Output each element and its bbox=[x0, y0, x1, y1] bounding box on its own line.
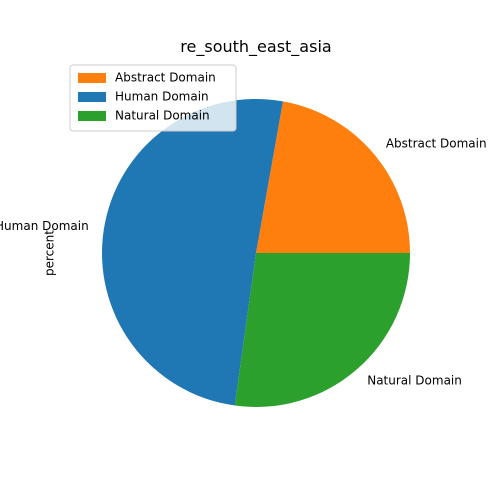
legend-swatch-human-domain bbox=[78, 92, 106, 102]
legend: Abstract Domain Human Domain Natural Domai… bbox=[69, 64, 237, 132]
pie-slices bbox=[102, 99, 410, 408]
slice-label-human-domain: Human Domain bbox=[0, 219, 89, 233]
y-axis-label: percent bbox=[43, 230, 57, 276]
slice-label-natural-domain: Natural Domain bbox=[367, 373, 462, 387]
pie-slice-abstract-domain bbox=[256, 101, 410, 253]
legend-label-natural-domain: Natural Domain bbox=[115, 109, 210, 123]
pie-slice-labels: Abstract Domain Human Domain Natural Domai… bbox=[0, 137, 487, 388]
legend-box bbox=[69, 64, 237, 132]
legend-swatch-natural-domain bbox=[78, 111, 106, 121]
legend-swatch-abstract-domain bbox=[78, 73, 106, 83]
pie-slice-human-domain bbox=[102, 99, 283, 406]
slice-label-abstract-domain: Abstract Domain bbox=[386, 137, 487, 151]
legend-label-human-domain: Human Domain bbox=[115, 90, 209, 104]
pie-slice-natural-domain bbox=[234, 253, 410, 408]
chart-title: re_south_east_asia bbox=[180, 37, 331, 57]
legend-label-abstract-domain: Abstract Domain bbox=[115, 71, 216, 85]
